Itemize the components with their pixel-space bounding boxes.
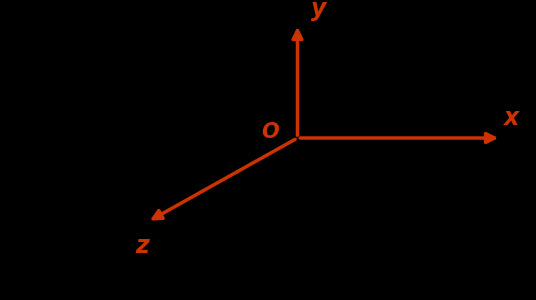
Text: x: x [504,106,519,130]
Text: y: y [311,0,326,21]
Text: O: O [261,122,279,142]
Text: z: z [135,234,149,258]
